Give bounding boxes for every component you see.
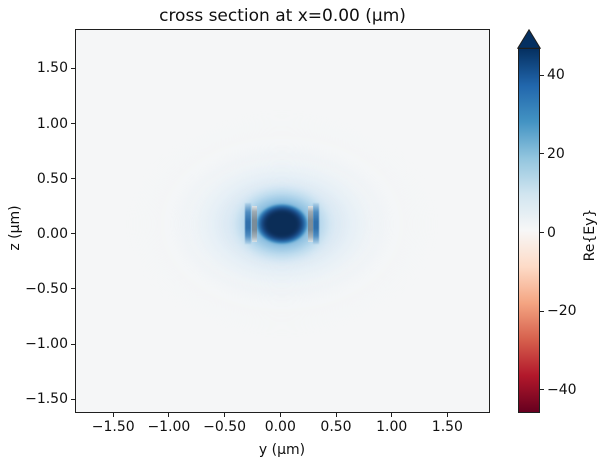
colorbar-gradient-bar	[518, 48, 540, 413]
tick-mark	[168, 413, 170, 417]
tick-label: 1.00	[376, 419, 408, 435]
tick-mark	[540, 310, 544, 312]
y-axis-label: z (μm)	[7, 205, 23, 251]
tick-mark	[224, 413, 226, 417]
tick-label: −40	[547, 381, 577, 398]
tick-label: 20	[547, 145, 565, 162]
plot-title: cross section at x=0.00 (μm)	[159, 6, 406, 26]
tick-label: 0.00	[264, 419, 296, 435]
tick-mark	[540, 389, 544, 391]
tick-label: 0.00	[36, 225, 68, 242]
tick-label: −0.50	[203, 419, 247, 435]
tick-label: −0.50	[25, 280, 68, 297]
tick-mark	[71, 67, 75, 69]
x-axis-label: y (μm)	[258, 442, 306, 458]
tick-mark	[391, 413, 393, 417]
tick-mark	[112, 413, 114, 417]
field-side-lobe-left	[245, 203, 251, 244]
tick-label: 0	[547, 224, 556, 241]
tick-label: 1.50	[36, 60, 68, 77]
tick-mark	[446, 413, 448, 417]
tick-mark	[540, 232, 544, 233]
tick-label: −1.50	[91, 419, 135, 435]
tick-label: −1.50	[25, 391, 68, 408]
field-side-lobe-right	[313, 203, 319, 244]
plot-area	[75, 29, 490, 413]
tick-label: 40	[547, 67, 565, 84]
tick-mark	[71, 343, 75, 345]
tick-mark	[71, 178, 75, 180]
tick-label: −1.00	[25, 336, 68, 353]
waveguide-sidewall-right	[308, 206, 313, 242]
colorbar-extend-max-triangle	[517, 29, 541, 49]
tick-label: −1.00	[147, 419, 191, 435]
tick-label: 0.50	[320, 419, 352, 435]
tick-mark	[279, 413, 281, 417]
tick-label: 1.50	[431, 419, 463, 435]
tick-label: −20	[547, 303, 577, 320]
tick-mark	[335, 413, 337, 417]
tick-mark	[540, 153, 544, 155]
tick-mark	[71, 123, 75, 124]
tick-label: 1.00	[36, 115, 68, 132]
tick-mark	[71, 288, 75, 290]
tick-label: 0.50	[36, 170, 68, 187]
field-core-lobe	[255, 203, 309, 245]
colorbar-label: Re{Ey}	[582, 208, 598, 262]
tick-mark	[71, 398, 75, 400]
waveguide-sidewall-left	[252, 206, 257, 242]
tick-mark	[71, 233, 75, 235]
tick-mark	[540, 74, 544, 76]
